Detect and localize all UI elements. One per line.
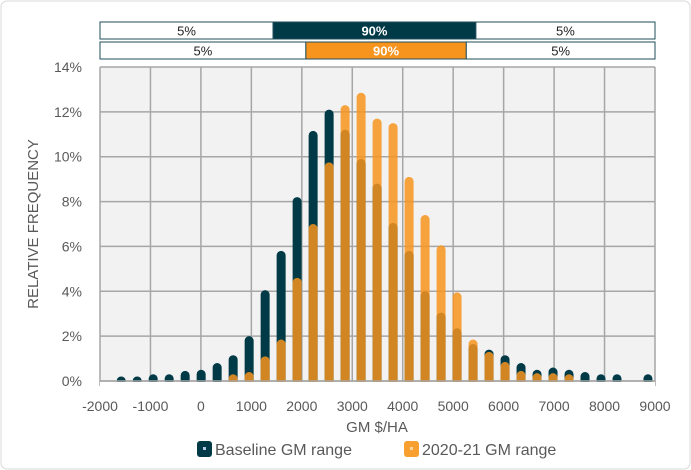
bar-2020-21 <box>388 123 398 386</box>
y-tick-label: 12% <box>54 104 82 120</box>
x-tick-label: -1000 <box>133 398 169 414</box>
y-tick-label: 6% <box>62 238 82 254</box>
x-tick-labels: -2000 -1000 0 1000 2000 3000 4000 5000 6000 7000 8… <box>82 398 671 414</box>
bar-2020-21 <box>404 176 414 385</box>
bar-2020-21 <box>500 361 510 385</box>
legend-label-baseline: Baseline GM range <box>215 442 352 459</box>
y-tick-label: 14% <box>54 59 82 75</box>
x-axis-label: GM $/HA <box>346 419 408 436</box>
x-tick-label: 9000 <box>639 398 670 414</box>
bars <box>100 92 655 386</box>
bar-2020-21 <box>484 351 494 385</box>
bar-2020-21 <box>452 292 462 385</box>
x-tick-label: 2000 <box>286 398 317 414</box>
x-tick-label: 4000 <box>387 398 418 414</box>
bar-2020-21 <box>340 105 350 385</box>
y-tick-label: 10% <box>54 149 82 165</box>
range-band-5 <box>475 21 656 40</box>
range-band-label: 5% <box>551 44 570 59</box>
y-tick-labels: 0% 2% 4% 6% 8% 10% 12% 14% <box>54 59 82 389</box>
legend-swatch-dot <box>410 447 413 450</box>
range-band-5 <box>465 41 656 60</box>
bar-baseline <box>580 372 590 385</box>
bar-2020-21 <box>244 372 254 385</box>
bar-2020-21 <box>468 339 478 385</box>
bar-2020-21 <box>420 215 430 385</box>
y-tick-label: 2% <box>62 328 82 344</box>
bar-baseline <box>212 363 222 385</box>
range-band-label: 90% <box>361 24 387 39</box>
bar-2020-21 <box>324 162 334 385</box>
x-tick-label: 5000 <box>438 398 469 414</box>
x-tick-label: 6000 <box>488 398 519 414</box>
range-band-label: 5% <box>556 24 575 39</box>
y-tick-label: 4% <box>62 283 82 299</box>
bar-2020-21 <box>308 224 318 385</box>
bar-2020-21 <box>356 92 366 386</box>
x-tick-label: -2000 <box>82 398 118 414</box>
x-tick-label: 8000 <box>589 398 620 414</box>
bar-2020-21 <box>260 356 270 385</box>
legend-swatch-dot <box>203 447 206 450</box>
bar-2020-21 <box>436 245 446 385</box>
bar-2020-21 <box>276 339 286 385</box>
y-tick-label: 8% <box>62 194 82 210</box>
y-tick-label: 0% <box>62 373 82 389</box>
range-band-label: 5% <box>194 44 213 59</box>
range-bands: 5% 90% 5% 5% 90% 5% <box>99 21 656 60</box>
x-tick-label: 3000 <box>337 398 368 414</box>
range-band-label: 90% <box>373 44 399 59</box>
x-tick-label: 0 <box>197 398 205 414</box>
bar-2020-21 <box>372 118 382 385</box>
bar-2020-21 <box>292 277 302 385</box>
x-tick-label: 7000 <box>539 398 570 414</box>
legend: Baseline GM range 2020-21 GM range <box>197 441 556 459</box>
axis-baseline-mask <box>100 382 655 386</box>
y-axis-label: RELATIVE FREQUENCY <box>25 139 42 309</box>
range-band-label: 5% <box>177 24 196 39</box>
x-tick-label: 1000 <box>236 398 267 414</box>
legend-label-recent: 2020-21 GM range <box>422 442 556 459</box>
